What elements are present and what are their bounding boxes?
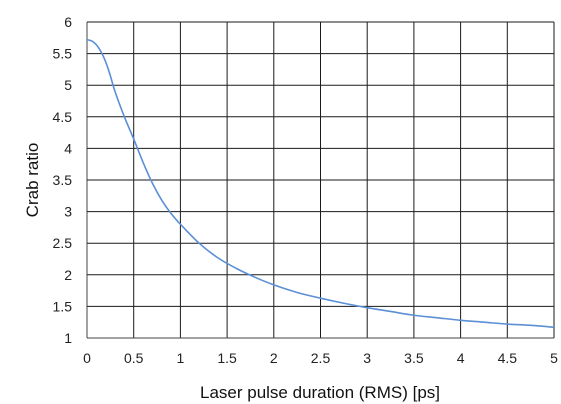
x-tick-label: 2 (270, 350, 278, 366)
x-tick-labels: 0 0.5 1 1.5 2 2.5 3 3.5 4 4.5 5 (83, 350, 558, 366)
y-tick-label: 2 (64, 267, 72, 283)
y-tick-label: 5.5 (53, 46, 73, 62)
x-tick-label: 0.5 (124, 350, 144, 366)
y-tick-label: 6 (64, 14, 72, 30)
y-tick-label: 5 (64, 77, 72, 93)
y-tick-label: 3 (64, 204, 72, 220)
grid (86, 21, 555, 339)
x-axis-label: Laser pulse duration (RMS) [ps] (200, 383, 440, 402)
y-tick-label: 2.5 (53, 235, 73, 251)
y-tick-labels: 1 1.5 2 2.5 3 3.5 4 4.5 5 5.5 6 (53, 14, 73, 346)
x-tick-label: 0 (83, 350, 91, 366)
x-tick-label: 1 (177, 350, 185, 366)
x-tick-label: 4.5 (498, 350, 518, 366)
x-tick-label: 5 (550, 350, 558, 366)
x-tick-label: 2.5 (311, 350, 331, 366)
y-tick-label: 1 (64, 330, 72, 346)
y-tick-label: 4 (64, 140, 72, 156)
x-tick-label: 4 (457, 350, 465, 366)
x-tick-label: 3 (363, 350, 371, 366)
x-tick-label: 1.5 (217, 350, 237, 366)
y-axis-label: Crab ratio (23, 143, 42, 218)
x-tick-label: 3.5 (404, 350, 424, 366)
series-line (86, 38, 555, 329)
y-tick-label: 3.5 (53, 172, 73, 188)
y-tick-label: 1.5 (53, 298, 73, 314)
y-tick-label: 4.5 (53, 109, 73, 125)
